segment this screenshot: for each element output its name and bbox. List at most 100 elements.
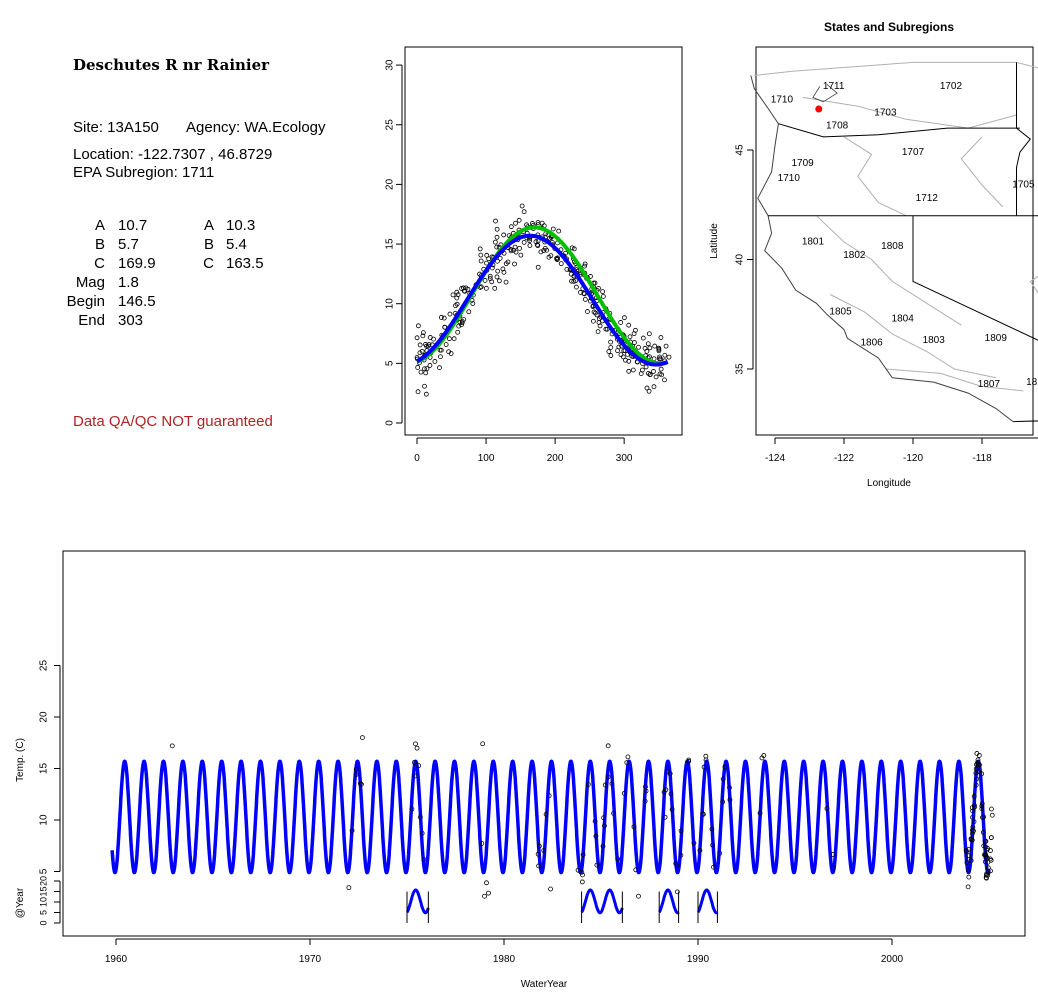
data-point: [609, 781, 615, 787]
y-tick-label: 25: [39, 660, 50, 672]
region-label: 1702: [940, 81, 963, 92]
data-point: [662, 352, 668, 358]
data-point: [487, 273, 493, 279]
subregion-boundary: [960, 136, 1004, 208]
data-point: [494, 234, 500, 240]
data-point: [546, 793, 552, 799]
data-point: [422, 383, 427, 389]
data-point: [575, 867, 581, 873]
data-point: [518, 252, 524, 258]
data-point: [501, 232, 507, 238]
subregion-boundary: [829, 294, 996, 379]
param-label: B: [203, 236, 214, 253]
x-tick-label: -122: [834, 453, 854, 464]
data-point: [483, 285, 489, 291]
y-tick-label: 20: [39, 711, 50, 723]
data-point: [974, 776, 980, 782]
data-point: [550, 226, 556, 232]
data-point: [642, 798, 648, 804]
param-value: 303: [118, 312, 144, 329]
data-point: [971, 819, 977, 825]
data-point: [710, 842, 716, 848]
x-tick-label: -118: [972, 453, 992, 464]
data-point: [602, 823, 607, 829]
data-point: [357, 781, 363, 786]
param-label: A: [203, 217, 214, 234]
x-tick-label: 1970: [299, 954, 322, 965]
data-point: [494, 226, 500, 232]
data-point: [418, 369, 424, 375]
y-tick-label: 35: [735, 363, 746, 375]
data-point: [983, 844, 989, 850]
data-point: [478, 252, 484, 258]
data-point: [982, 859, 988, 865]
data-point: [711, 864, 716, 870]
data-point: [604, 326, 610, 332]
y-tick-label: 30: [385, 59, 396, 71]
data-point: [630, 367, 636, 373]
data-point: [437, 365, 442, 371]
y-tick-label: 10: [385, 298, 396, 310]
data-point: [508, 248, 514, 254]
data-point: [484, 880, 489, 886]
data-point: [642, 345, 648, 351]
data-point: [411, 759, 417, 765]
data-point: [595, 329, 601, 334]
map-xlabel: Longitude: [867, 478, 911, 489]
data-point: [600, 843, 606, 849]
data-point: [968, 836, 974, 842]
map-chart: States and Subregions -124-122-120-118-1…: [709, 20, 1038, 489]
data-point: [582, 291, 587, 297]
data-point: [970, 808, 976, 814]
data-point: [585, 782, 591, 787]
data-point: [667, 771, 673, 777]
data-point: [486, 890, 491, 896]
param-label: B: [94, 236, 105, 253]
data-point: [415, 323, 421, 329]
data-point: [709, 826, 715, 832]
data-point: [438, 347, 444, 353]
data-point: [513, 220, 518, 226]
data-point: [519, 203, 525, 209]
param-value: 146.5: [118, 293, 156, 310]
y2-tick-label: 10: [38, 897, 48, 907]
data-point: [722, 764, 728, 770]
seasonal-fit-curve-blue: [416, 233, 669, 367]
data-point: [558, 261, 564, 267]
data-point: [618, 320, 624, 325]
data-point: [611, 810, 616, 816]
data-point: [985, 859, 991, 865]
y-tick-label: 15: [39, 763, 50, 775]
timeseries-xlabel: WaterYear: [521, 979, 568, 990]
data-point: [432, 359, 438, 364]
data-point: [353, 766, 359, 772]
data-point: [700, 811, 706, 817]
data-point: [593, 310, 598, 316]
state-border: [778, 123, 1020, 138]
timeseries-plot-frame: [62, 550, 1026, 937]
seasonal-plot-frame: [404, 46, 683, 436]
data-point: [423, 391, 429, 397]
data-point: [413, 741, 418, 747]
subregion-boundary: [1029, 275, 1038, 294]
data-point: [965, 884, 971, 890]
param-value: 10.3: [226, 217, 256, 234]
data-point: [426, 342, 432, 347]
data-point: [535, 851, 541, 857]
data-point: [588, 274, 593, 279]
data-point: [453, 303, 458, 309]
data-point: [494, 244, 500, 250]
region-label: 1801: [802, 237, 825, 248]
data-point: [966, 874, 972, 880]
data-point: [494, 274, 500, 280]
region-label: 1712: [916, 193, 939, 204]
data-point: [621, 315, 627, 321]
y-tick-label: 10: [39, 814, 50, 826]
data-point: [535, 243, 541, 249]
data-point: [169, 743, 175, 749]
y-tick-label: 45: [735, 144, 746, 156]
data-point: [970, 831, 975, 836]
param-label: Begin: [66, 293, 105, 310]
map-plot-frame: [755, 46, 1034, 436]
data-point: [647, 345, 653, 351]
